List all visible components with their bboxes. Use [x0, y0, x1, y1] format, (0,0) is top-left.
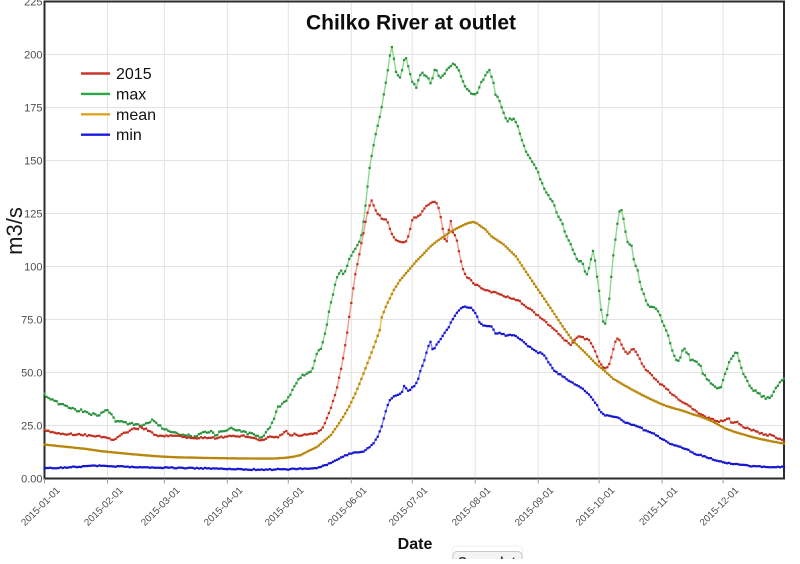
svg-text:Chilko River at outlet: Chilko River at outlet — [306, 12, 516, 35]
svg-text:max: max — [116, 86, 146, 103]
svg-text:Date: Date — [398, 536, 433, 553]
svg-text:125: 125 — [24, 208, 42, 220]
svg-text:200: 200 — [24, 49, 42, 61]
svg-text:2015: 2015 — [116, 66, 152, 83]
svg-text:150: 150 — [24, 155, 42, 167]
svg-text:0.00: 0.00 — [21, 473, 42, 485]
svg-text:Save plot: Save plot — [458, 554, 516, 559]
svg-text:225: 225 — [24, 0, 42, 8]
svg-text:100: 100 — [24, 261, 42, 273]
svg-text:25.0: 25.0 — [21, 420, 42, 432]
svg-text:50.0: 50.0 — [21, 367, 42, 379]
svg-text:175: 175 — [24, 102, 42, 114]
svg-text:min: min — [116, 127, 142, 144]
svg-text:75.0: 75.0 — [21, 314, 42, 326]
svg-text:m3/s: m3/s — [2, 207, 27, 255]
svg-text:mean: mean — [116, 107, 156, 124]
